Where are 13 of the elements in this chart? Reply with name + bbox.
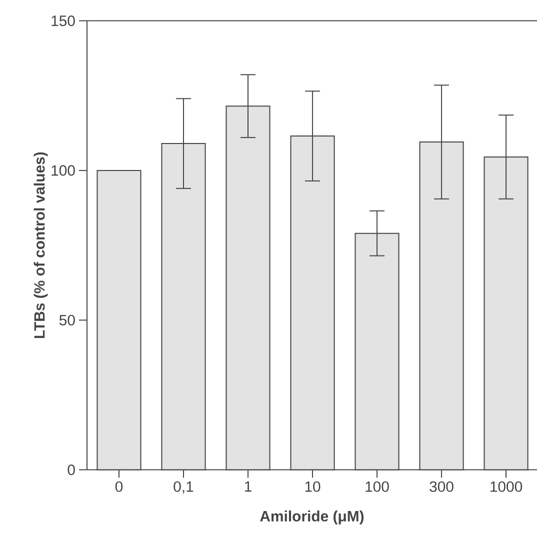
x-tick-label: 100 bbox=[366, 481, 389, 492]
y-axis-title: LTBs (% of control values) bbox=[34, 152, 48, 338]
x-tick-label: 1 bbox=[245, 481, 252, 492]
x-tick-label: 300 bbox=[430, 481, 454, 492]
x-tick-label: 0,1 bbox=[174, 481, 194, 494]
y-tick-label: 150 bbox=[52, 16, 75, 26]
y-tick-label: 50 bbox=[59, 314, 75, 326]
y-tick-label: 100 bbox=[52, 165, 75, 176]
x-tick-label: 10 bbox=[305, 481, 320, 492]
x-tick-label: 0 bbox=[115, 481, 123, 492]
x-axis-title: Amiloride (μM) bbox=[260, 510, 364, 524]
x-tick-label: 1000 bbox=[490, 481, 522, 492]
y-tick-label: 0 bbox=[68, 464, 75, 476]
